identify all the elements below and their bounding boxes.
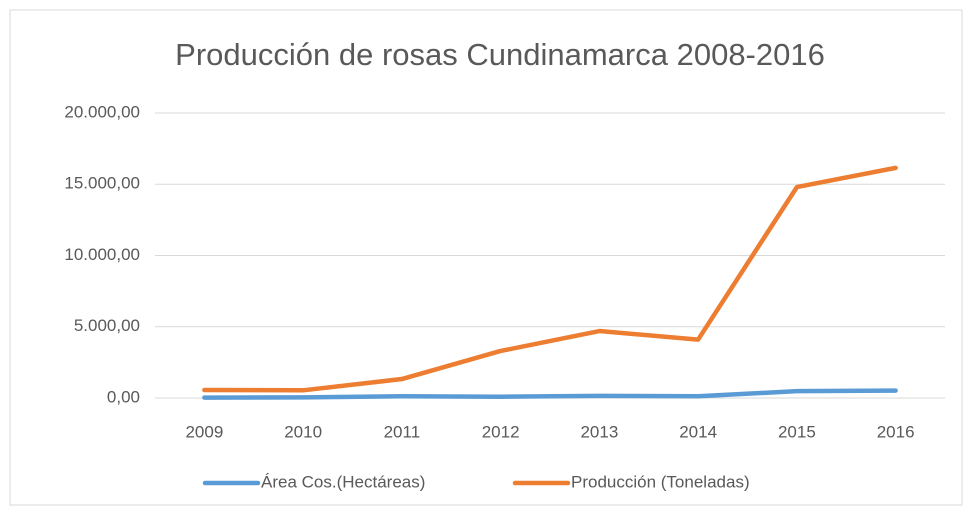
x-tick-label: 2016 xyxy=(877,422,915,441)
x-tick-label: 2009 xyxy=(185,422,223,441)
x-tick-label: 2012 xyxy=(482,422,520,441)
legend-label: Producción (Toneladas) xyxy=(571,472,750,491)
x-tick-label: 2015 xyxy=(778,422,816,441)
chart-frame xyxy=(9,9,963,506)
legend-label: Área Cos.(Hectáreas) xyxy=(261,472,425,491)
y-tick-label: 15.000,00 xyxy=(64,174,140,193)
x-tick-label: 2014 xyxy=(679,422,717,441)
y-tick-label: 10.000,00 xyxy=(64,245,140,264)
y-tick-label: 5.000,00 xyxy=(74,316,140,335)
x-tick-label: 2011 xyxy=(384,422,421,441)
series-line xyxy=(202,388,898,400)
series-line xyxy=(202,165,898,393)
y-tick-label: 0,00 xyxy=(107,387,140,406)
x-tick-label: 2013 xyxy=(580,422,618,441)
x-tick-label: 2010 xyxy=(284,422,322,441)
chart-title: Producción de rosas Cundinamarca 2008-20… xyxy=(175,37,825,72)
y-tick-label: 20.000,00 xyxy=(64,102,140,121)
